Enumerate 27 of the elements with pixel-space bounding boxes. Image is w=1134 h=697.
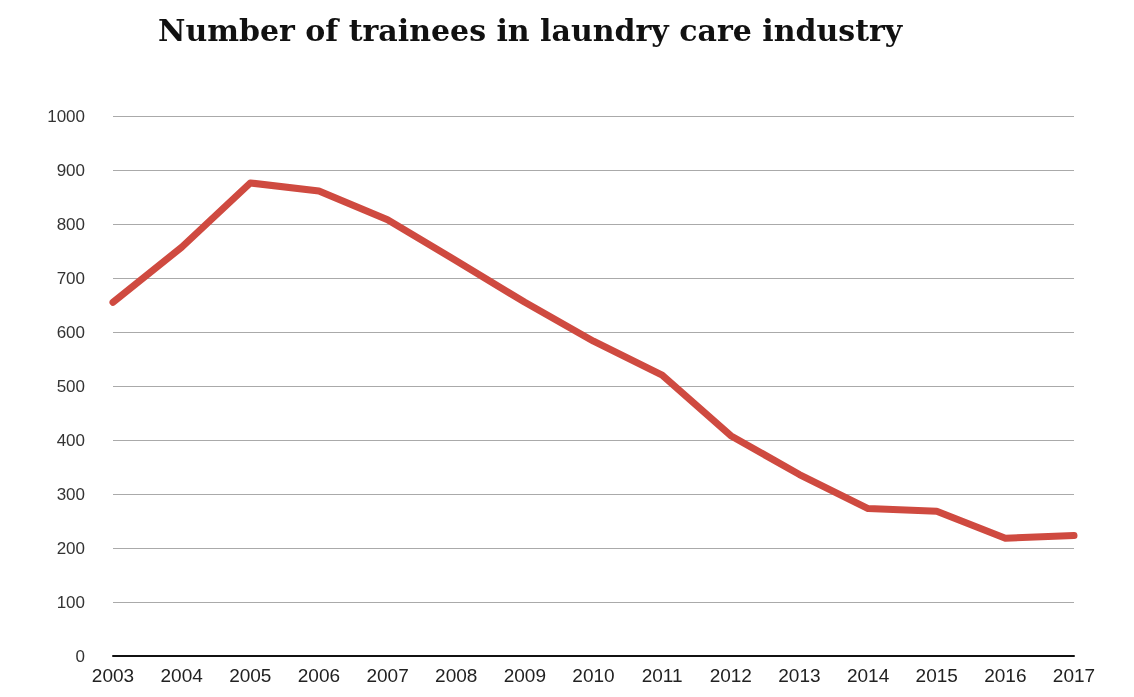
y-tick-label: 100: [56, 592, 85, 612]
y-tick-label: 500: [56, 376, 85, 396]
y-tick-label: 400: [56, 430, 85, 450]
y-tick-label: 800: [56, 214, 85, 234]
x-tick-label: 2017: [1052, 665, 1096, 686]
x-tick-label: 2009: [503, 665, 546, 686]
x-tick-label: 2014: [846, 665, 890, 686]
y-tick-label: 200: [56, 538, 85, 558]
x-tick-label: 2007: [366, 665, 409, 686]
y-tick-label: 900: [56, 160, 85, 180]
x-tick-label: 2016: [984, 665, 1027, 686]
chart-title: Number of trainees in laundry care industry: [158, 12, 904, 48]
x-tick-label: 2008: [435, 665, 478, 686]
x-tick-label: 2012: [709, 665, 752, 686]
x-tick-label: 2004: [160, 665, 204, 686]
y-tick-label: 1000: [47, 106, 85, 126]
x-tick-label: 2013: [778, 665, 821, 686]
x-tick-label: 2015: [915, 665, 958, 686]
y-tick-label: 300: [56, 484, 85, 504]
x-tick-label: 2011: [641, 665, 683, 686]
y-tick-label: 600: [56, 322, 85, 342]
x-tick-label: 2005: [229, 665, 272, 686]
x-tick-label: 2006: [297, 665, 341, 686]
y-tick-label: 700: [56, 268, 85, 288]
x-tick-label: 2003: [91, 665, 135, 686]
y-tick-label: 0: [75, 646, 85, 666]
x-tick-label: 2010: [572, 665, 615, 686]
